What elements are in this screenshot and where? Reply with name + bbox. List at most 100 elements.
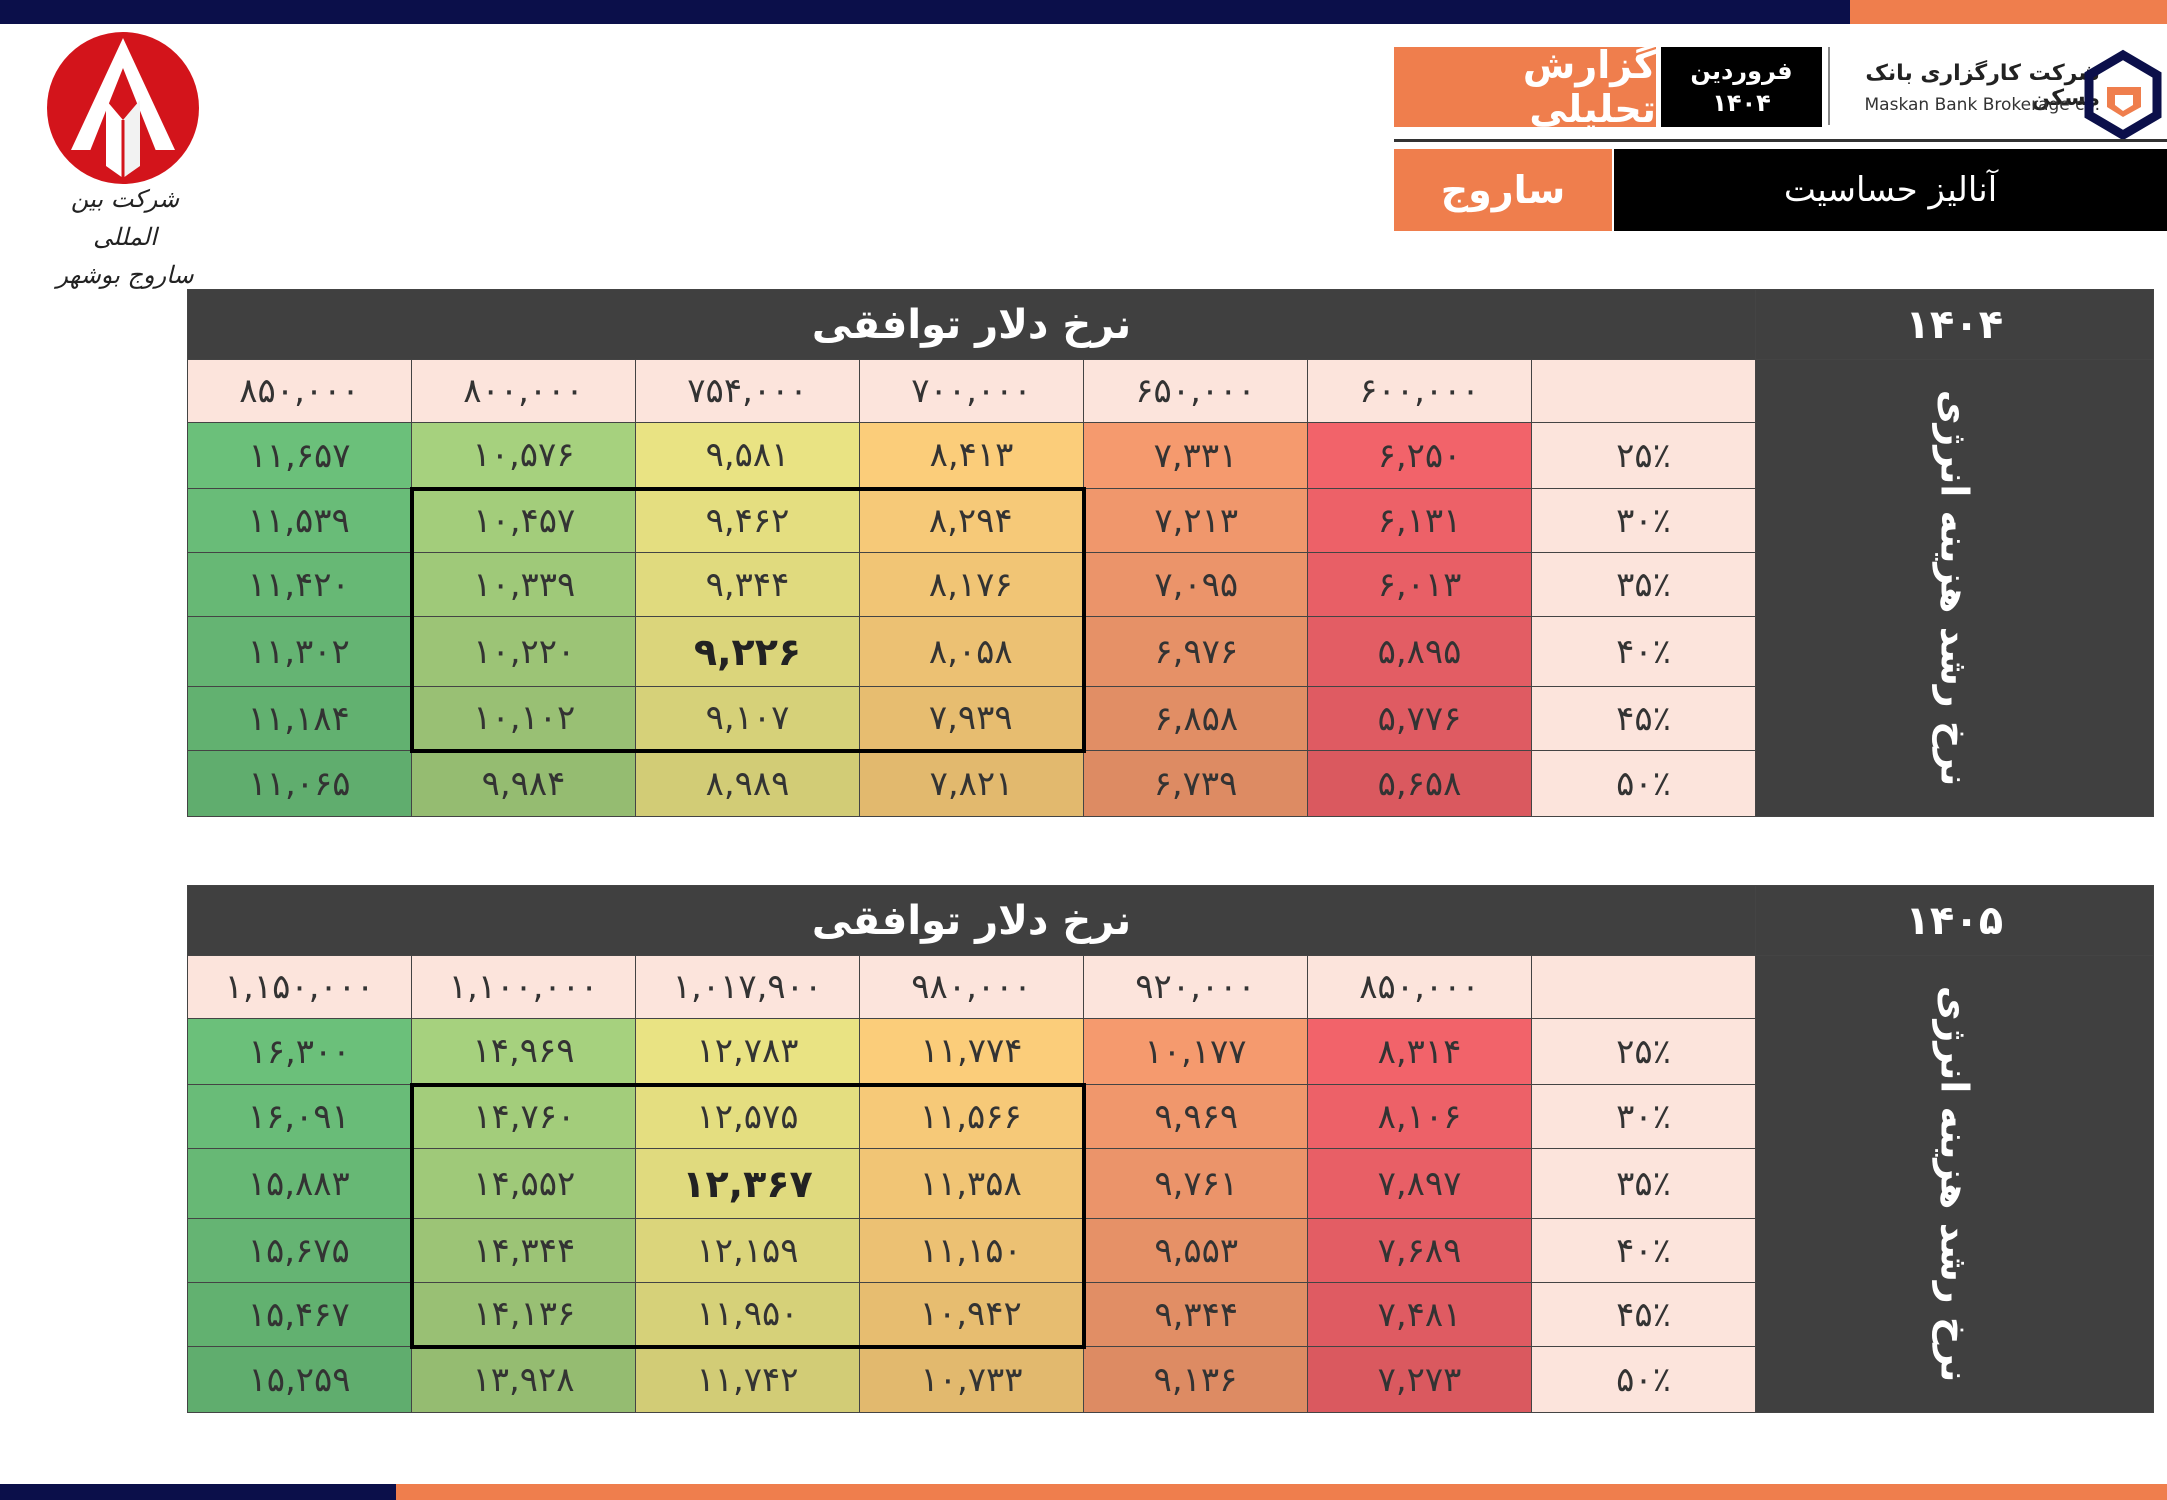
row-label: ۵۰٪ (1531, 750, 1756, 817)
value-cell: ۱۲,۳۶۷ (635, 1148, 860, 1219)
value-cell: ۱۴,۵۵۲ (409, 1148, 636, 1219)
row-label: ۲۵٪ (1531, 422, 1756, 489)
value-cell: ۱۵,۴۶۷ (187, 1282, 412, 1347)
report-label: گزارش تحلیلی (1522, 43, 1656, 131)
table-year: ۱۴۰۵ (1755, 885, 2154, 956)
value-cell: ۸,۹۸۹ (635, 750, 860, 817)
side-label-cell: نرخ رشد هزینه انرژی (1755, 359, 2154, 817)
value-cell: ۶,۹۷۶ (1083, 616, 1308, 687)
value-cell: ۱۰,۵۷۶ (411, 422, 636, 489)
value-cell: ۷,۹۳۹ (859, 686, 1086, 753)
value-cell: ۱۱,۹۵۰ (635, 1282, 860, 1349)
value-cell: ۹,۹۶۹ (1083, 1084, 1308, 1149)
column-header: ۹۸۰,۰۰۰ (859, 955, 1084, 1019)
value-cell: ۱۶,۰۹۱ (187, 1084, 412, 1149)
value-cell: ۶,۰۱۳ (1307, 552, 1532, 617)
value-cell: ۱۰,۲۲۰ (409, 616, 636, 687)
row-label: ۴۰٪ (1531, 616, 1756, 687)
analysis-title-box: آنالیز حساسیت (1614, 149, 2167, 231)
value-cell: ۷,۳۳۱ (1083, 422, 1308, 489)
value-cell: ۱۲,۱۵۹ (635, 1218, 860, 1283)
value-cell: ۸,۱۰۶ (1307, 1084, 1532, 1149)
corner-cell (1531, 359, 1756, 423)
side-label: نرخ رشد هزینه انرژی (1932, 985, 1977, 1383)
row-label: ۳۰٪ (1531, 1084, 1756, 1149)
value-cell: ۶,۷۳۹ (1083, 750, 1308, 817)
value-cell: ۸,۴۱۳ (859, 422, 1084, 489)
date-year: ۱۴۰۴ (1712, 89, 1771, 117)
value-cell: ۶,۱۳۱ (1307, 488, 1532, 553)
value-cell: ۱۰,۷۳۳ (859, 1346, 1084, 1413)
value-cell: ۱۱,۶۵۷ (187, 422, 412, 489)
column-header: ۶۵۰,۰۰۰ (1083, 359, 1308, 423)
value-cell: ۹,۴۶۲ (635, 486, 860, 553)
value-cell: ۷,۴۸۱ (1307, 1282, 1532, 1347)
logo-line2: ساروج بوشهر (56, 261, 194, 289)
column-header: ۹۲۰,۰۰۰ (1083, 955, 1308, 1019)
company-logo: شرکت بین المللی ساروج بوشهر (40, 28, 210, 289)
value-cell: ۱۵,۶۷۵ (187, 1218, 412, 1283)
value-cell: ۱۰,۳۳۹ (409, 552, 636, 617)
value-cell: ۷,۸۹۷ (1307, 1148, 1532, 1219)
header-divider (1394, 139, 2167, 142)
side-label-cell: نرخ رشد هزینه انرژی (1755, 955, 2154, 1413)
symbol-box: ساروج (1394, 149, 1612, 231)
column-header: ۷۵۴,۰۰۰ (635, 359, 860, 423)
row-label: ۴۰٪ (1531, 1218, 1756, 1283)
value-cell: ۱۴,۳۴۴ (409, 1218, 636, 1283)
brokerage-mark-icon (2084, 49, 2162, 139)
value-cell: ۸,۱۷۶ (859, 552, 1086, 617)
symbol-label: ساروج (1440, 168, 1566, 212)
date-month: فروردین (1690, 57, 1793, 85)
value-cell: ۱۱,۱۸۴ (187, 686, 412, 751)
value-cell: ۱۰,۴۵۷ (409, 486, 636, 553)
row-label: ۵۰٪ (1531, 1346, 1756, 1413)
value-cell: ۱۴,۹۶۹ (411, 1018, 636, 1085)
value-cell: ۹,۷۶۱ (1083, 1148, 1308, 1219)
side-label: نرخ رشد هزینه انرژی (1932, 389, 1977, 787)
table-title: نرخ دلار توافقی (187, 289, 1756, 360)
value-cell: ۹,۳۴۴ (1083, 1282, 1308, 1347)
column-header: ۸۵۰,۰۰۰ (1307, 955, 1532, 1019)
column-header: ۸۰۰,۰۰۰ (411, 359, 636, 423)
row-label: ۴۵٪ (1531, 686, 1756, 751)
value-cell: ۱۰,۱۷۷ (1083, 1018, 1308, 1085)
value-cell: ۷,۶۸۹ (1307, 1218, 1532, 1283)
value-cell: ۱۱,۷۴۲ (635, 1346, 860, 1413)
value-cell: ۱۱,۳۰۲ (187, 616, 412, 687)
value-cell: ۹,۵۸۱ (635, 422, 860, 489)
value-cell: ۱۴,۷۶۰ (409, 1082, 636, 1149)
column-header: ۸۵۰,۰۰۰ (187, 359, 412, 423)
value-cell: ۱۴,۱۳۶ (409, 1282, 636, 1349)
column-header: ۷۰۰,۰۰۰ (859, 359, 1084, 423)
value-cell: ۹,۹۸۴ (411, 750, 636, 817)
value-cell: ۱۵,۲۵۹ (187, 1346, 412, 1413)
value-cell: ۸,۰۵۸ (859, 616, 1086, 687)
value-cell: ۶,۸۵۸ (1083, 686, 1308, 751)
date-box: فروردین ۱۴۰۴ (1661, 47, 1822, 127)
column-header: ۱,۰۱۷,۹۰۰ (635, 955, 860, 1019)
row-label: ۲۵٪ (1531, 1018, 1756, 1085)
value-cell: ۶,۲۵۰ (1307, 422, 1532, 489)
value-cell: ۱۵,۸۸۳ (187, 1148, 412, 1219)
value-cell: ۵,۸۹۵ (1307, 616, 1532, 687)
value-cell: ۱۲,۷۸۳ (635, 1018, 860, 1085)
value-cell: ۷,۰۹۵ (1083, 552, 1308, 617)
top-bar-navy (0, 0, 1850, 24)
value-cell: ۱۳,۹۲۸ (411, 1346, 636, 1413)
top-bar-orange (1850, 0, 2167, 24)
analysis-title: آنالیز حساسیت (1783, 170, 1998, 210)
report-label-box: گزارش تحلیلی (1394, 43, 1656, 131)
bottom-bar-navy (0, 1484, 396, 1500)
value-cell: ۵,۶۵۸ (1307, 750, 1532, 817)
logo-line1: شرکت بین المللی (70, 185, 180, 251)
value-cell: ۱۱,۱۵۰ (859, 1218, 1086, 1283)
value-cell: ۱۰,۹۴۲ (859, 1282, 1086, 1349)
value-cell: ۹,۵۵۳ (1083, 1218, 1308, 1283)
value-cell: ۷,۲۱۳ (1083, 488, 1308, 553)
value-cell: ۸,۲۹۴ (859, 486, 1086, 553)
sensitivity-table-1404: نرخ دلار توافقی ۱۴۰۴ ۸۵۰,۰۰۰ ۸۰۰,۰۰۰ ۷۵۴,۰… (187, 289, 2154, 817)
brokerage-separator (1828, 47, 1830, 125)
value-cell: ۱۱,۰۶۵ (187, 750, 412, 817)
value-cell: ۹,۱۳۶ (1083, 1346, 1308, 1413)
